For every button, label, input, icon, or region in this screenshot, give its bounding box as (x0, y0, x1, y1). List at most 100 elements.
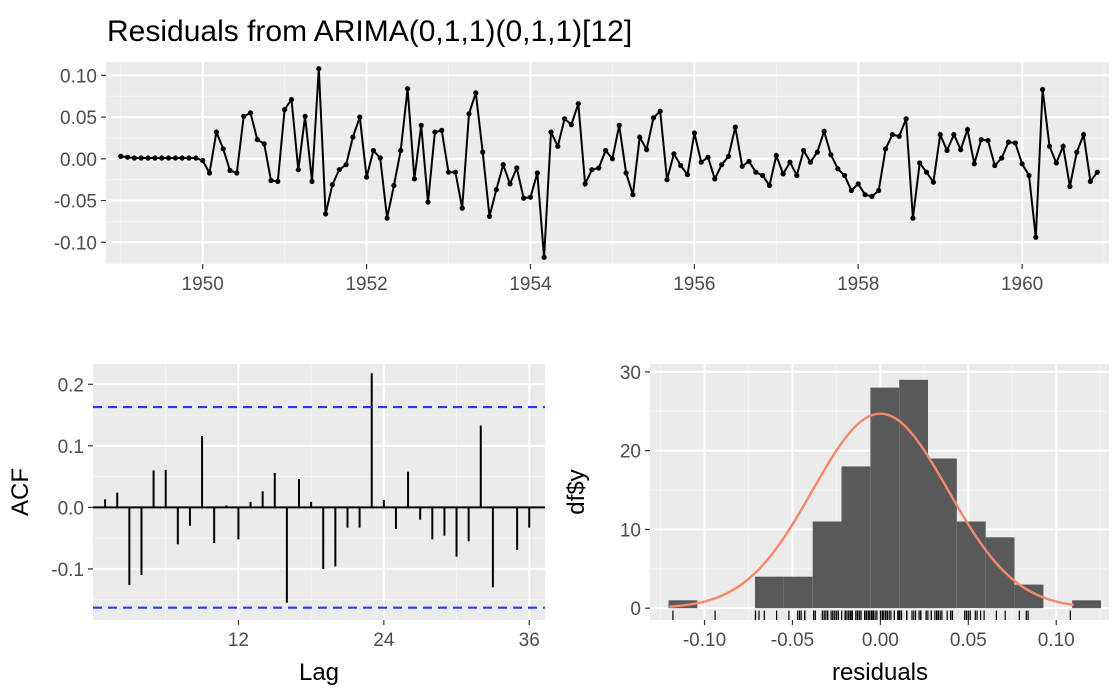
acf-panel-background (93, 364, 545, 620)
residual-point (247, 110, 254, 116)
residual-point (193, 155, 199, 161)
residual-point (616, 122, 622, 128)
residual-point (985, 137, 991, 144)
residual-point (213, 129, 219, 135)
residual-point (288, 97, 295, 103)
x-tick-label: 1954 (509, 274, 552, 295)
residual-point (179, 155, 185, 161)
residual-point (377, 155, 383, 161)
residual-point (869, 193, 875, 199)
residual-point (370, 147, 376, 154)
residual-point (951, 132, 957, 138)
residual-x-tick-labels: 1950 1952 1954 1956 1958 1960 (182, 264, 1043, 295)
residual-point (930, 179, 937, 185)
residual-point (760, 172, 766, 179)
residual-point (596, 165, 602, 171)
residual-point (787, 159, 793, 165)
histogram-panel: 30 20 10 0 -0.10 -0.05 0.00 0.05 0.10 residuals… (563, 363, 1109, 686)
residual-point (978, 137, 984, 143)
residual-point (323, 211, 329, 217)
residual-point (206, 170, 213, 176)
y-tick-label: -0.10 (54, 233, 97, 254)
residual-point (773, 152, 779, 159)
residual-point (671, 151, 677, 157)
x-tick-label: -0.05 (771, 630, 814, 651)
x-tick-label: 12 (228, 630, 249, 651)
residual-point (725, 153, 732, 159)
x-tick-label: 1960 (1001, 274, 1043, 295)
residual-point (1067, 183, 1073, 189)
y-tick-label: 0.10 (60, 66, 97, 87)
residual-point (329, 182, 335, 188)
residual-point (1026, 172, 1032, 179)
x-tick-label: 0.05 (950, 630, 987, 651)
residual-point (814, 149, 820, 155)
y-tick-label: 0.05 (60, 108, 97, 129)
residual-point (917, 160, 923, 166)
residual-point (609, 156, 616, 162)
normal-density-curve (669, 412, 1074, 608)
y-tick-label: 0 (630, 599, 641, 620)
histogram-bar (841, 466, 871, 609)
residual-point (637, 134, 643, 140)
residual-point (514, 165, 520, 171)
residual-point (862, 192, 868, 198)
residual-point (719, 162, 725, 168)
residual-point (794, 172, 800, 179)
residual-point (1060, 143, 1066, 149)
y-tick-label: -0.05 (54, 192, 97, 213)
y-tick-label: 0.00 (60, 150, 97, 171)
density-line (669, 412, 1074, 608)
residual-point (630, 192, 636, 198)
residual-point (466, 111, 472, 117)
residual-point (835, 166, 841, 172)
histogram-bar (783, 576, 813, 609)
residual-point (562, 116, 568, 122)
residual-point (1040, 86, 1046, 93)
residual-point (432, 129, 438, 135)
residual-point (241, 113, 247, 119)
residual-point (732, 124, 738, 130)
histogram-bar (812, 521, 842, 609)
histogram-bar (1014, 584, 1044, 609)
y-tick-label: 10 (620, 520, 641, 541)
residual-point (425, 199, 431, 205)
residual-point (459, 205, 465, 211)
residual-point (186, 155, 192, 161)
histogram-bar (956, 521, 986, 609)
residual-point (753, 169, 759, 175)
residual-point (705, 154, 711, 160)
residual-point (698, 159, 704, 165)
y-tick-label: 0.2 (58, 375, 84, 396)
residual-point (964, 127, 971, 133)
residual-point (657, 108, 663, 114)
residual-point (254, 137, 260, 143)
x-tick-label: 1952 (345, 274, 387, 295)
residual-point (883, 146, 889, 152)
residual-point (691, 130, 698, 136)
y-tick-label: 20 (620, 442, 641, 463)
residual-point (678, 162, 684, 169)
residual-time-series-panel: 0.100.050.00-0.05-0.10 1950 1952 1954 1956 1… (54, 62, 1109, 295)
histogram-bar (899, 379, 928, 609)
chart-title: Residuals from ARIMA(0,1,1)(0,1,1)[12] (107, 15, 632, 48)
residual-point (1033, 234, 1039, 240)
x-tick-label: 1956 (673, 274, 715, 295)
residual-point (486, 213, 493, 219)
residual-point (1081, 132, 1087, 138)
x-tick-label: 36 (519, 630, 540, 651)
residual-point (152, 155, 158, 161)
residual-point (650, 115, 657, 121)
residual-point (766, 182, 773, 189)
histogram-y-tick-labels: 30 20 10 0 (620, 363, 650, 620)
acf-bars (93, 373, 545, 609)
x-tick-label: 24 (373, 630, 395, 651)
histogram-bar (1072, 600, 1101, 609)
residual-point (999, 155, 1005, 161)
residual-point (275, 178, 281, 184)
residual-point (418, 122, 424, 128)
residual-point (739, 163, 745, 169)
residual-point (644, 147, 650, 153)
residual-point (316, 66, 322, 72)
